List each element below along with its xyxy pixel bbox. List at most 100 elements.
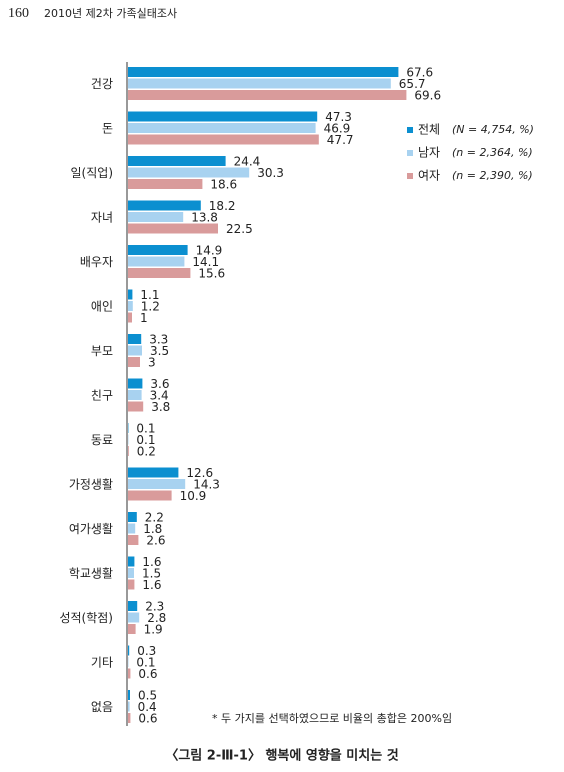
bar — [128, 401, 144, 412]
category-label: 일(직업) — [71, 166, 113, 180]
value-label: 65.7 — [399, 77, 426, 91]
legend-swatch — [407, 150, 413, 156]
category-label: 배우자 — [80, 255, 113, 269]
category-label: 부모 — [91, 344, 113, 358]
value-label: 24.4 — [234, 155, 261, 169]
value-label: 1 — [140, 311, 148, 325]
bar — [128, 624, 136, 634]
bar — [128, 345, 142, 356]
value-label: 14.1 — [192, 255, 219, 269]
bar — [128, 289, 133, 300]
value-label: 2.3 — [145, 600, 164, 614]
value-label: 1.6 — [142, 555, 161, 569]
category-label: 친구 — [91, 388, 113, 402]
bar — [128, 90, 407, 100]
value-label: 47.7 — [327, 133, 354, 147]
value-label: 0.5 — [138, 689, 157, 703]
bar — [128, 612, 140, 623]
legend-note: (n = 2,364, %) — [452, 146, 533, 159]
bar — [128, 601, 138, 611]
bar — [128, 268, 191, 278]
value-label: 46.9 — [324, 122, 351, 136]
category-label: 건강 — [91, 77, 113, 91]
bar — [128, 179, 203, 189]
value-label: 3.3 — [149, 333, 168, 347]
category-label: 애인 — [91, 299, 113, 313]
bar — [128, 200, 201, 211]
value-label: 0.6 — [138, 667, 157, 681]
bar — [128, 212, 184, 222]
legend-label: 여자 — [418, 169, 440, 183]
value-label: 10.9 — [180, 489, 207, 503]
bar — [128, 690, 130, 700]
value-label: 3.6 — [150, 377, 169, 391]
bar — [128, 512, 137, 522]
caption: 〈그림 2-Ⅲ-1〉 행복에 영향을 미치는 것 — [165, 748, 398, 764]
value-label: 1.9 — [144, 623, 163, 637]
legend-swatch — [407, 127, 413, 133]
value-label: 47.3 — [325, 110, 352, 124]
legend-swatch — [407, 173, 413, 179]
value-label: 1.2 — [141, 300, 160, 314]
category-label: 돈 — [102, 121, 113, 135]
value-label: 3.5 — [150, 344, 169, 358]
value-label: 1.1 — [140, 288, 159, 302]
bar — [128, 78, 391, 89]
category-label: 학교생활 — [69, 566, 113, 580]
value-label: 69.6 — [414, 89, 441, 103]
value-label: 18.2 — [209, 199, 236, 213]
value-label: 30.3 — [257, 166, 284, 180]
value-label: 3.4 — [150, 389, 169, 403]
value-label: 22.5 — [226, 222, 253, 236]
bar — [128, 446, 129, 456]
bar — [128, 156, 226, 166]
bar — [128, 256, 185, 267]
bar — [128, 378, 143, 389]
bar — [128, 123, 316, 133]
bar — [128, 713, 131, 723]
category-label: 동료 — [91, 433, 113, 447]
value-label: 0.4 — [138, 700, 157, 714]
value-label: 15.6 — [198, 267, 225, 281]
bar — [128, 668, 131, 679]
legend-label: 전체 — [418, 123, 440, 137]
value-label: 0.1 — [136, 656, 155, 670]
category-label: 성적(학점) — [59, 611, 113, 625]
value-label: 0.2 — [137, 445, 156, 459]
value-label: 3.8 — [151, 400, 170, 414]
bar — [128, 134, 319, 145]
value-label: 1.6 — [142, 578, 161, 592]
value-label: 18.6 — [210, 178, 237, 192]
value-label: 13.8 — [191, 211, 218, 225]
value-label: 67.6 — [406, 66, 433, 80]
bar — [128, 490, 172, 501]
bar — [128, 357, 140, 367]
bar — [128, 701, 130, 712]
bar — [128, 579, 135, 590]
value-label: 0.6 — [138, 712, 157, 726]
bar — [128, 223, 218, 234]
value-label: 2.8 — [147, 611, 166, 625]
value-label: 3 — [148, 356, 156, 370]
bar — [128, 167, 250, 178]
legend-label: 남자 — [418, 146, 440, 160]
bar — [128, 111, 318, 122]
value-label: 2.2 — [145, 511, 164, 525]
value-label: 14.9 — [196, 244, 223, 258]
bar — [128, 67, 399, 77]
value-label: 12.6 — [186, 466, 213, 480]
bar — [128, 535, 139, 545]
bar — [128, 390, 142, 400]
legend-note: (n = 2,390, %) — [452, 169, 533, 182]
value-label: 2.6 — [146, 534, 165, 548]
value-label: 0.1 — [136, 433, 155, 447]
bar — [128, 301, 133, 311]
category-label: 여가생활 — [69, 522, 113, 536]
bar — [128, 334, 142, 344]
bar — [128, 467, 179, 478]
bar — [128, 523, 136, 534]
footnote: * 두 가지를 선택하였으므로 비율의 총합은 200%임 — [212, 711, 452, 725]
bar — [128, 479, 186, 489]
running-title: 2010년 제2차 가족실태조사 — [44, 7, 177, 20]
